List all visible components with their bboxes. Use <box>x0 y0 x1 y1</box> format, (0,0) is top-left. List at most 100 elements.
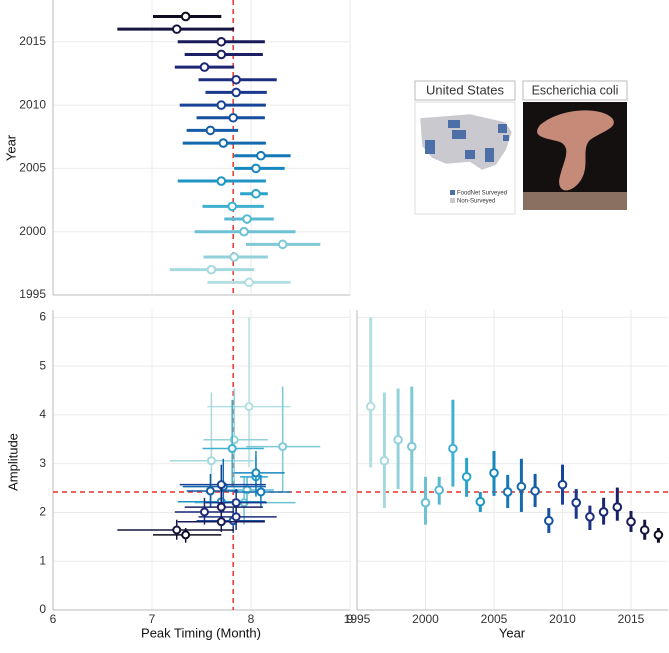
point <box>228 112 238 123</box>
point <box>544 515 554 526</box>
point <box>393 434 403 445</box>
point <box>516 481 527 492</box>
point <box>218 138 229 148</box>
legend-swatch <box>450 190 455 195</box>
y-tick-label: 2005 <box>19 161 46 175</box>
point <box>172 525 182 535</box>
point <box>475 496 486 507</box>
x-tick-label: 1995 <box>344 612 371 626</box>
x-axis-title: Peak Timing (Month) <box>141 625 261 640</box>
point <box>251 163 261 174</box>
point <box>278 442 288 452</box>
point <box>216 502 226 512</box>
point <box>626 516 636 527</box>
point <box>251 188 261 199</box>
point <box>502 487 513 497</box>
map-title-box <box>414 80 516 101</box>
point <box>231 74 241 85</box>
photo-title-box <box>522 80 628 101</box>
state <box>498 124 507 133</box>
point <box>557 479 568 490</box>
state <box>465 150 475 159</box>
point <box>256 150 266 161</box>
point <box>231 512 241 522</box>
point <box>420 497 431 508</box>
y-tick-label: 2015 <box>19 34 46 48</box>
point <box>407 441 417 452</box>
point <box>571 497 582 508</box>
y-tick-label: 2000 <box>19 224 46 238</box>
y-tick-label: 1995 <box>19 287 46 301</box>
point <box>205 486 215 496</box>
point <box>434 485 445 495</box>
point <box>205 125 216 136</box>
x-axis-title: Year <box>499 625 526 640</box>
photo-title: Escherichia coli <box>532 83 619 97</box>
state <box>452 130 466 139</box>
state <box>425 140 435 154</box>
y-tick-label: 6 <box>39 309 46 323</box>
y-tick-label: 4 <box>39 407 46 421</box>
x-tick-label: 7 <box>149 612 156 626</box>
legend-label: Non-Surveyed <box>457 199 495 205</box>
point <box>242 214 252 224</box>
point <box>530 486 540 496</box>
photo-ground <box>523 192 627 210</box>
inset: United States FoodNet Surveyed Non-Surve… <box>414 80 628 215</box>
panel <box>53 0 350 295</box>
point <box>256 487 266 497</box>
x-tick-label: 9 <box>347 612 354 626</box>
point <box>231 498 241 508</box>
x-tick-label: 6 <box>50 612 57 626</box>
point <box>180 11 191 22</box>
point <box>231 87 241 98</box>
y-axis-title: Amplitude <box>5 433 20 491</box>
y-axis-title: Year <box>3 134 18 161</box>
point <box>206 264 217 275</box>
y-tick-label: 3 <box>39 456 46 470</box>
point <box>489 468 499 478</box>
point <box>585 512 595 522</box>
point <box>244 277 254 288</box>
point <box>244 402 254 412</box>
point <box>639 525 650 535</box>
point <box>365 401 376 412</box>
point <box>216 100 227 110</box>
point <box>229 252 239 262</box>
y-tick-label: 5 <box>39 358 46 372</box>
point <box>612 502 623 512</box>
point <box>216 176 227 186</box>
point <box>216 36 227 47</box>
point <box>199 507 209 517</box>
x-tick-label: 2005 <box>481 612 508 626</box>
point <box>171 24 182 34</box>
point <box>216 49 227 60</box>
point <box>448 443 458 454</box>
y-tick-label: 1 <box>39 553 46 567</box>
map-title: United States <box>426 82 505 97</box>
point <box>239 226 249 237</box>
point <box>227 444 237 454</box>
point <box>216 480 226 490</box>
bacteria <box>537 110 614 191</box>
x-tick-label: 2000 <box>412 612 439 626</box>
point <box>461 472 472 482</box>
legend-swatch <box>450 198 455 203</box>
legend-label: FoodNet Surveyed <box>457 191 507 197</box>
point <box>181 530 191 540</box>
x-tick-label: 8 <box>248 612 255 626</box>
x-tick-label: 2010 <box>549 612 576 626</box>
point <box>379 455 390 466</box>
state <box>448 120 460 128</box>
state <box>485 148 494 162</box>
point <box>199 62 210 72</box>
y-tick-label: 0 <box>39 602 46 616</box>
point <box>277 239 288 250</box>
y-tick-label: 2 <box>39 505 46 519</box>
point <box>227 201 237 212</box>
point <box>206 456 216 466</box>
y-tick-label: 2010 <box>19 97 46 111</box>
state <box>503 135 509 141</box>
